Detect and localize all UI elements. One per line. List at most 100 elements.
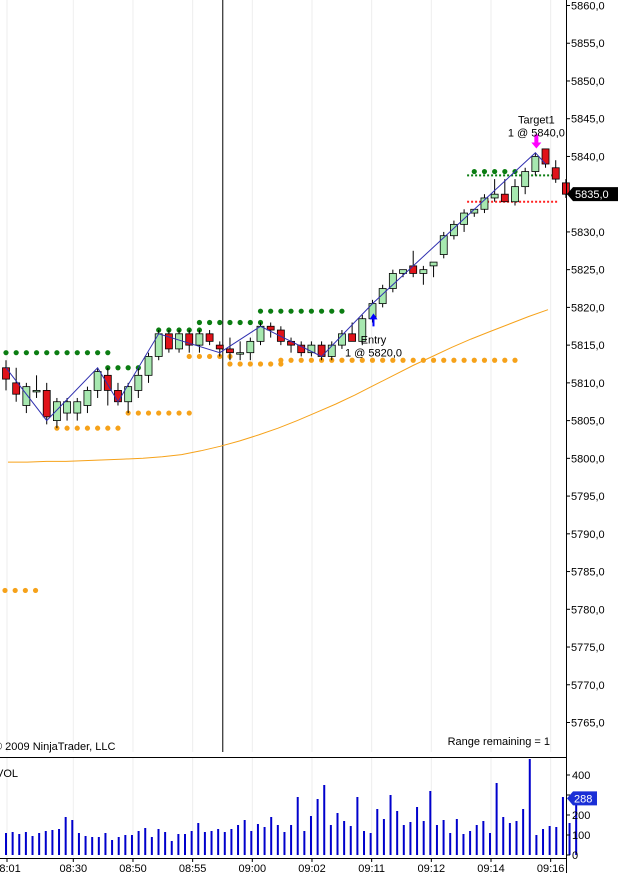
orange-stop-dot xyxy=(268,361,274,367)
price-tick-label: 5815,0 xyxy=(571,340,605,352)
green-stop-dot xyxy=(54,350,60,356)
x-tick-label: 08:01 xyxy=(0,863,21,873)
last-volume-label: 288 xyxy=(574,793,592,805)
orange-stop-dot xyxy=(237,361,243,367)
x-tick-label: 08:30 xyxy=(60,863,88,873)
x-tick-label: 09:16 xyxy=(537,863,565,873)
green-stop-dot xyxy=(33,350,40,356)
candle-down xyxy=(276,329,285,342)
moving-average-line xyxy=(8,309,549,463)
candle-down xyxy=(266,325,275,331)
target-label: Target1 xyxy=(518,114,555,126)
green-stop-dot xyxy=(298,308,304,314)
green-stop-dot xyxy=(339,308,345,314)
orange-stop-dot xyxy=(95,425,101,431)
green-stop-dot xyxy=(268,308,274,314)
green-stop-dot xyxy=(196,319,203,326)
orange-stop-dot xyxy=(64,425,70,431)
price-tick-label: 5860,0 xyxy=(571,1,605,13)
orange-stop-dot xyxy=(186,353,192,360)
entry-detail: 1 @ 5820,0 xyxy=(345,347,402,359)
candle-down xyxy=(500,193,509,203)
orange-stop-dot xyxy=(471,357,477,363)
candle-up xyxy=(521,171,530,188)
candle-up xyxy=(83,390,92,406)
candle-up xyxy=(429,261,438,267)
candle-up xyxy=(419,269,428,274)
green-stop-dot xyxy=(227,319,233,326)
green-stop-dot xyxy=(105,350,111,356)
orange-stop-dot xyxy=(257,361,264,367)
candle-down xyxy=(409,265,418,274)
orange-stop-dot xyxy=(145,410,152,416)
orange-stop-dot xyxy=(176,410,182,416)
orange-stop-dot xyxy=(359,357,365,363)
green-stop-dot xyxy=(115,365,121,371)
candle-down xyxy=(205,333,214,342)
entry-label: Entry xyxy=(361,334,387,346)
candle-up xyxy=(63,401,71,414)
x-tick-label: 09:00 xyxy=(239,863,267,873)
candle-up xyxy=(307,344,316,354)
orange-stop-dot xyxy=(278,357,284,363)
green-stop-dot xyxy=(23,350,29,356)
price-tick-label: 5845,0 xyxy=(571,114,605,126)
price-tick-label: 5855,0 xyxy=(571,38,605,50)
candle-up xyxy=(32,390,41,393)
orange-stop-dot xyxy=(451,357,457,363)
volume-tick-label: 100 xyxy=(572,830,590,842)
orange-stop-dot xyxy=(512,357,518,363)
candle-down xyxy=(114,390,122,403)
orange-stop-dot xyxy=(349,357,355,363)
x-tick-label: 09:02 xyxy=(298,863,326,873)
last-price-label: 5835,0 xyxy=(575,189,609,201)
orange-stop-dot xyxy=(186,410,192,416)
candle-up xyxy=(73,401,82,414)
candle-down xyxy=(2,367,10,380)
x-tick-label: 08:50 xyxy=(119,863,147,873)
orange-stop-dot xyxy=(298,357,304,363)
last-price-badge xyxy=(567,187,618,202)
candle-up xyxy=(53,401,61,422)
green-stop-dot xyxy=(125,365,131,371)
orange-stop-dot xyxy=(115,425,121,431)
candle-up xyxy=(246,340,255,354)
candle-down xyxy=(551,167,560,180)
orange-stop-dot xyxy=(308,357,314,363)
orange-stop-dot xyxy=(166,410,172,416)
price-tick-label: 5775,0 xyxy=(571,642,605,654)
candle-up xyxy=(490,193,499,199)
orange-stop-dot xyxy=(441,357,447,363)
candle-down xyxy=(12,382,21,395)
price-tick-label: 5765,0 xyxy=(571,718,605,730)
candle-down xyxy=(541,148,550,165)
price-tick-label: 5780,0 xyxy=(571,604,605,616)
target-detail: 1 @ 5840,0 xyxy=(508,127,565,139)
orange-stop-dot xyxy=(105,425,111,431)
candle-up xyxy=(439,235,448,255)
orange-stop-dot xyxy=(247,361,253,367)
orange-stop-dot xyxy=(481,357,488,363)
price-tick-label: 5850,0 xyxy=(571,76,605,88)
candle-up xyxy=(388,273,397,289)
candle-up xyxy=(531,156,540,172)
orange-stop-dot xyxy=(32,587,39,594)
price-tick-label: 5810,0 xyxy=(571,378,605,390)
green-stop-dot xyxy=(278,308,284,314)
green-stop-dot xyxy=(502,168,508,175)
orange-stop-dot xyxy=(400,357,406,363)
x-tick-label: 09:11 xyxy=(358,863,385,873)
x-tick-label: 09:14 xyxy=(477,863,505,873)
green-stop-dot xyxy=(318,308,325,314)
candle-up xyxy=(511,186,519,203)
candle-down xyxy=(164,333,173,350)
orange-stop-dot xyxy=(410,357,416,363)
orange-stop-dot xyxy=(430,357,437,363)
orange-stop-dot xyxy=(339,357,345,363)
green-stop-dot xyxy=(84,350,91,356)
orange-stop-dot xyxy=(420,357,426,363)
candle-down xyxy=(185,333,194,346)
